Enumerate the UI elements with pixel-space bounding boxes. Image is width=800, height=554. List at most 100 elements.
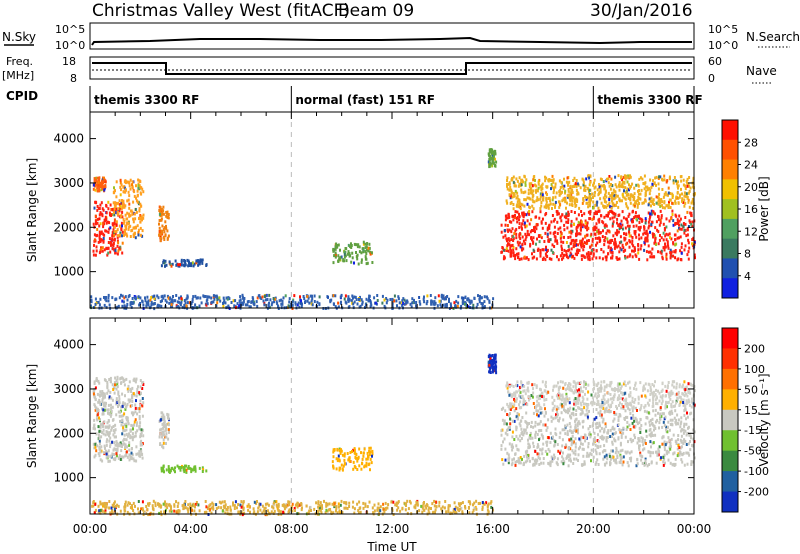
echo-cell [584,402,587,406]
echo-cell [182,468,185,472]
echo-cell [615,405,618,408]
echo-cell [551,251,554,254]
freq-unit: [MHz] [2,69,34,82]
echo-cell [337,301,340,305]
echo-cell [570,443,573,447]
echo-cell [269,298,272,302]
echo-cell [618,250,621,254]
echo-cell [350,246,353,249]
echo-cell [604,190,607,194]
echo-cell [527,381,530,385]
echo-cell [579,401,582,405]
echo-cell [678,236,680,240]
echo-cell [212,295,215,299]
echo-cell [454,303,457,307]
echo-cell [103,178,106,182]
echo-cell [198,262,201,266]
echo-cell [142,383,145,386]
echo-cell [659,201,662,205]
echo-cell [117,399,120,403]
echo-cell [671,418,674,422]
echo-cell [560,244,563,248]
echo-cell [614,195,617,199]
echo-cell [351,251,354,255]
echo-cell [97,434,100,437]
echo-cell [448,300,450,303]
echo-cell [99,423,102,427]
echo-cell [535,199,538,203]
echo-cell [122,455,125,459]
echo-cell [131,180,134,184]
echo-cell [366,261,369,265]
echo-cell [617,224,620,227]
echo-cell [601,434,604,438]
echo-cell [637,248,640,252]
echo-cell [529,197,532,201]
echo-cell [162,205,165,209]
echo-cell [581,213,583,217]
echo-cell [510,383,513,387]
echo-cell [533,175,536,178]
echo-cell [683,194,686,198]
echo-cell [506,216,509,220]
echo-cell [589,180,592,184]
echo-cell [102,412,105,416]
echo-cell [638,447,641,451]
cpid-segment-label: themis 3300 RF [597,93,702,107]
echo-cell [599,231,602,235]
echo-cell [121,432,124,436]
echo-cell [239,298,242,302]
echo-cell [593,212,596,215]
echo-cell [585,252,588,256]
nsky-label: N.Sky [2,30,36,44]
echo-cell [493,164,496,167]
echo-cell [515,177,518,181]
echo-cell [492,150,495,154]
echo-cell [509,417,511,421]
echo-cell [138,209,141,213]
echo-cell [150,303,153,307]
echo-cell [510,220,513,224]
echo-cell [476,302,479,306]
echo-cell [531,204,534,208]
echo-cell [615,233,618,237]
echo-cell [619,441,622,445]
echo-cell [281,302,284,306]
echo-cell [610,177,613,181]
echo-region [92,200,125,257]
echo-cell [637,192,640,196]
echo-cell [522,389,525,393]
echo-cell [592,200,595,204]
echo-cell [662,420,665,424]
echo-cell [686,394,689,398]
echo-cell [678,450,681,454]
echo-cell [625,397,628,401]
echo-cell [340,449,343,453]
echo-cell [626,220,629,224]
echo-cell [213,297,216,301]
echo-cell [520,437,523,440]
echo-cell [123,442,126,446]
echo-cell [156,303,159,307]
echo-cell [492,154,495,158]
echo-cell [632,438,635,442]
echo-cell [619,235,622,239]
echo-cell [577,459,579,462]
echo-cell [492,365,495,369]
echo-cell [108,395,111,399]
echo-cell [111,234,114,238]
echo-cell [627,406,630,410]
echo-cell [587,205,590,209]
echo-cell [550,248,553,252]
echo-cell [683,191,686,195]
echo-cell [605,255,608,259]
echo-cell [243,297,246,300]
echo-cell [555,191,558,195]
echo-cell [360,260,363,264]
echo-cell [169,296,172,300]
echo-cell [680,227,683,231]
echo-cell [368,246,371,250]
echo-cell [415,301,418,304]
echo-cell [212,300,215,304]
echo-cell [639,451,642,455]
